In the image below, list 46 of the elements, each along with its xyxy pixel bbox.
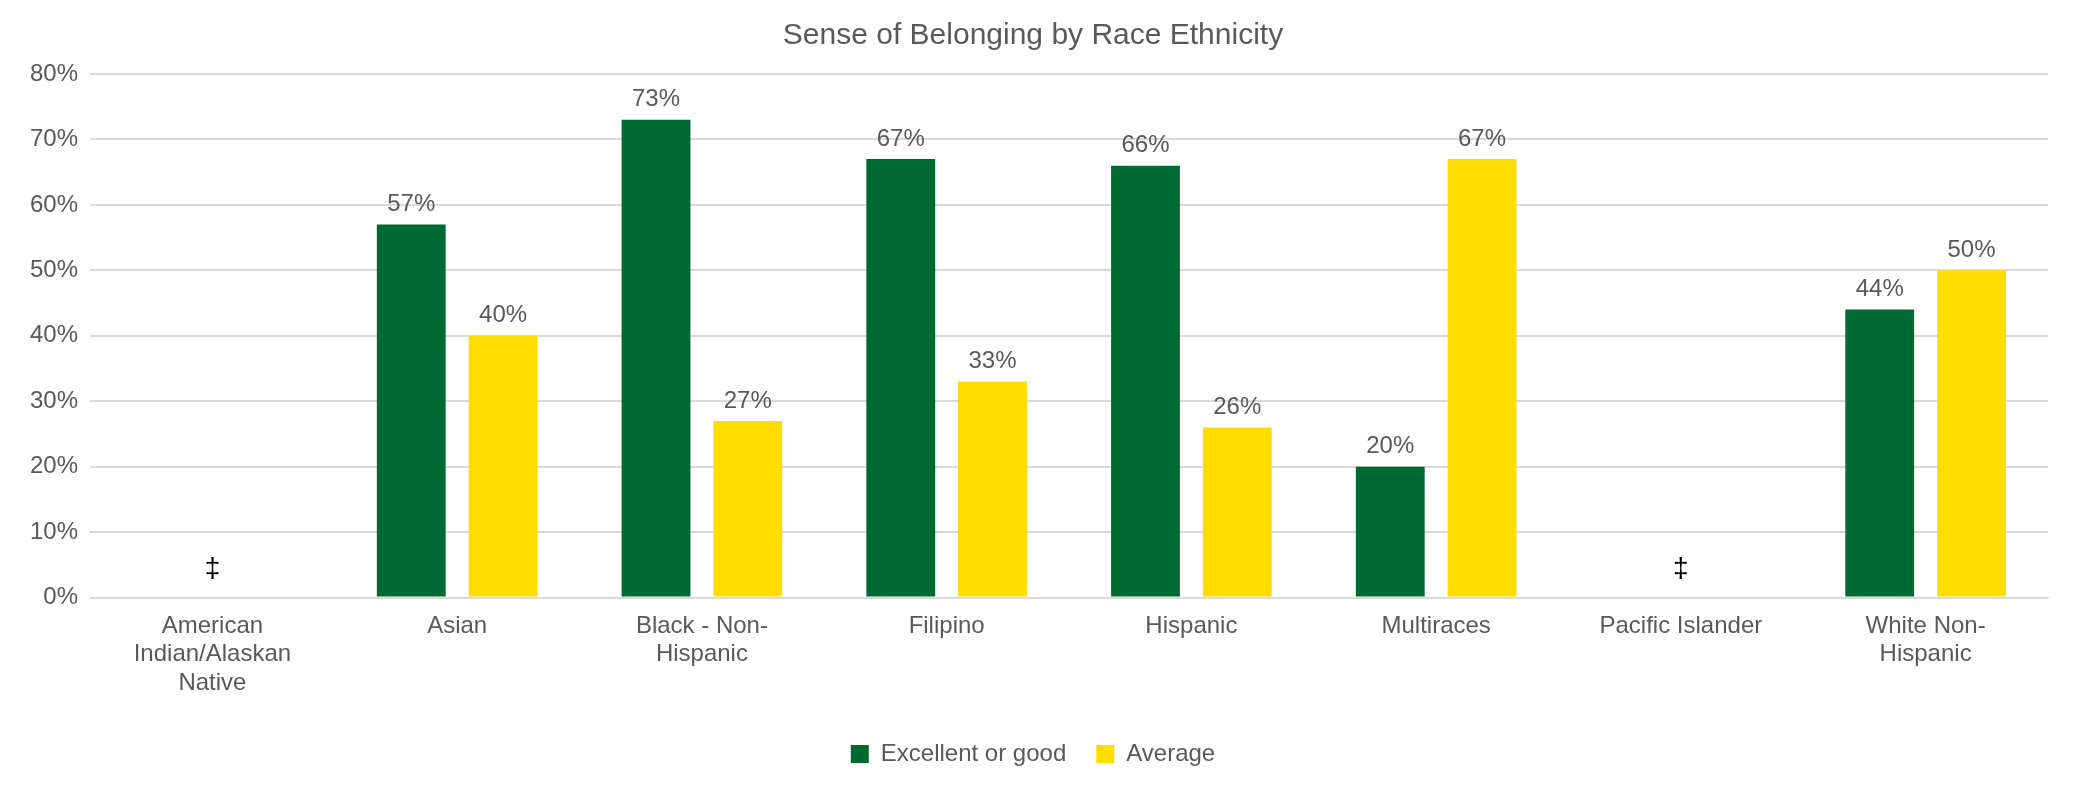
bar xyxy=(621,119,691,597)
x-tick-label: Multiraces xyxy=(1381,610,1491,638)
data-label: 66% xyxy=(1121,130,1170,158)
x-tick-label: Asian xyxy=(427,610,488,638)
y-tick-label: 70% xyxy=(29,124,79,152)
data-label: 57% xyxy=(387,189,436,217)
bar xyxy=(1111,165,1180,597)
y-tick-label: 80% xyxy=(29,58,79,86)
data-label: 27% xyxy=(723,385,772,413)
x-tick-label: Filipino xyxy=(908,610,985,638)
y-tick-label: 10% xyxy=(29,516,79,544)
y-tick-label: 30% xyxy=(29,385,79,413)
bar xyxy=(713,420,783,597)
x-tick-label: Black - Non-Hispanic xyxy=(635,610,768,667)
x-tick-label: Hispanic xyxy=(1145,610,1238,638)
legend-label: Excellent or good xyxy=(880,738,1067,766)
bar xyxy=(958,381,1027,597)
bar xyxy=(866,159,936,597)
data-label: 26% xyxy=(1213,392,1262,420)
y-tick-label: 60% xyxy=(29,189,79,217)
bar xyxy=(1447,159,1517,597)
y-tick-label: 40% xyxy=(29,320,79,348)
bar xyxy=(1845,309,1915,597)
y-tick-label: 50% xyxy=(29,254,79,282)
x-tick-label: White Non-Hispanic xyxy=(1865,610,1986,667)
bar xyxy=(1937,270,2006,597)
data-label: 40% xyxy=(479,300,528,328)
bar xyxy=(1202,427,1272,597)
bar xyxy=(468,335,538,597)
y-tick-label: 20% xyxy=(29,451,79,479)
data-label: 44% xyxy=(1855,274,1904,302)
data-label: 73% xyxy=(631,84,681,112)
x-tick-label: Pacific Islander xyxy=(1599,610,1763,638)
data-label: 67% xyxy=(876,123,925,151)
bar xyxy=(376,224,446,597)
legend-label: Average xyxy=(1126,738,1216,766)
y-tick-label: 0% xyxy=(43,582,79,610)
data-label: 33% xyxy=(968,346,1017,374)
annotation: ‡ xyxy=(1673,552,1689,584)
data-label: 67% xyxy=(1458,123,1507,151)
data-label: 50% xyxy=(1947,234,1996,262)
chart-title: Sense of Belonging by Race Ethnicity xyxy=(782,17,1284,51)
bar xyxy=(1355,466,1425,597)
x-tick-label: American Indian/Alaskan Native xyxy=(133,610,292,696)
data-label: 20% xyxy=(1366,431,1415,459)
annotation: ‡ xyxy=(204,552,221,584)
